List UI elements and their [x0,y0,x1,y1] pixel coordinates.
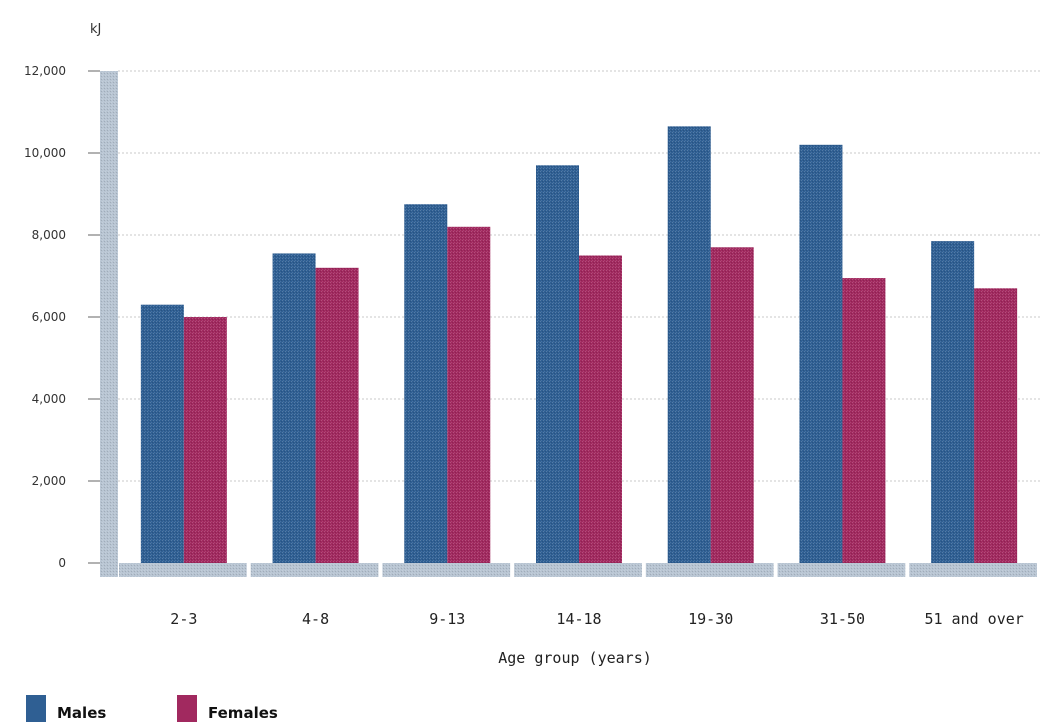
y-tick-label: 2,000 [32,474,66,488]
y-tick-label: 6,000 [32,310,66,324]
bars [140,126,1018,564]
x-axis-title: Age group (years) [498,649,652,667]
x-category-label: 2-3 [170,610,197,628]
y-tick-label: 4,000 [32,392,66,406]
unit-label: kJ [90,22,101,37]
y-tick-label: 10,000 [24,146,66,160]
x-category-label: 14-18 [556,610,601,628]
legend-label-females: Females [208,704,278,722]
legend-swatch-females [177,695,197,722]
axes [100,71,1037,577]
y-tick-label: 12,000 [24,64,66,78]
x-category-label: 9-13 [429,610,465,628]
x-category-label: 51 and over [924,610,1023,628]
y-tick-label: 0 [58,556,66,570]
x-category-label: 31-50 [820,610,865,628]
y-axis-ticks: 0 2,000 4,000 6,000 8,000 10,000 12,000 [24,64,100,570]
x-axis-categories: 2-3 4-8 9-13 14-18 19-30 31-50 51 and over [170,610,1024,628]
legend: Males Females [26,695,278,722]
x-category-label: 4-8 [302,610,329,628]
legend-swatch-males [26,695,46,722]
y-tick-label: 8,000 [32,228,66,242]
legend-label-males: Males [57,704,106,722]
x-category-label: 19-30 [688,610,733,628]
